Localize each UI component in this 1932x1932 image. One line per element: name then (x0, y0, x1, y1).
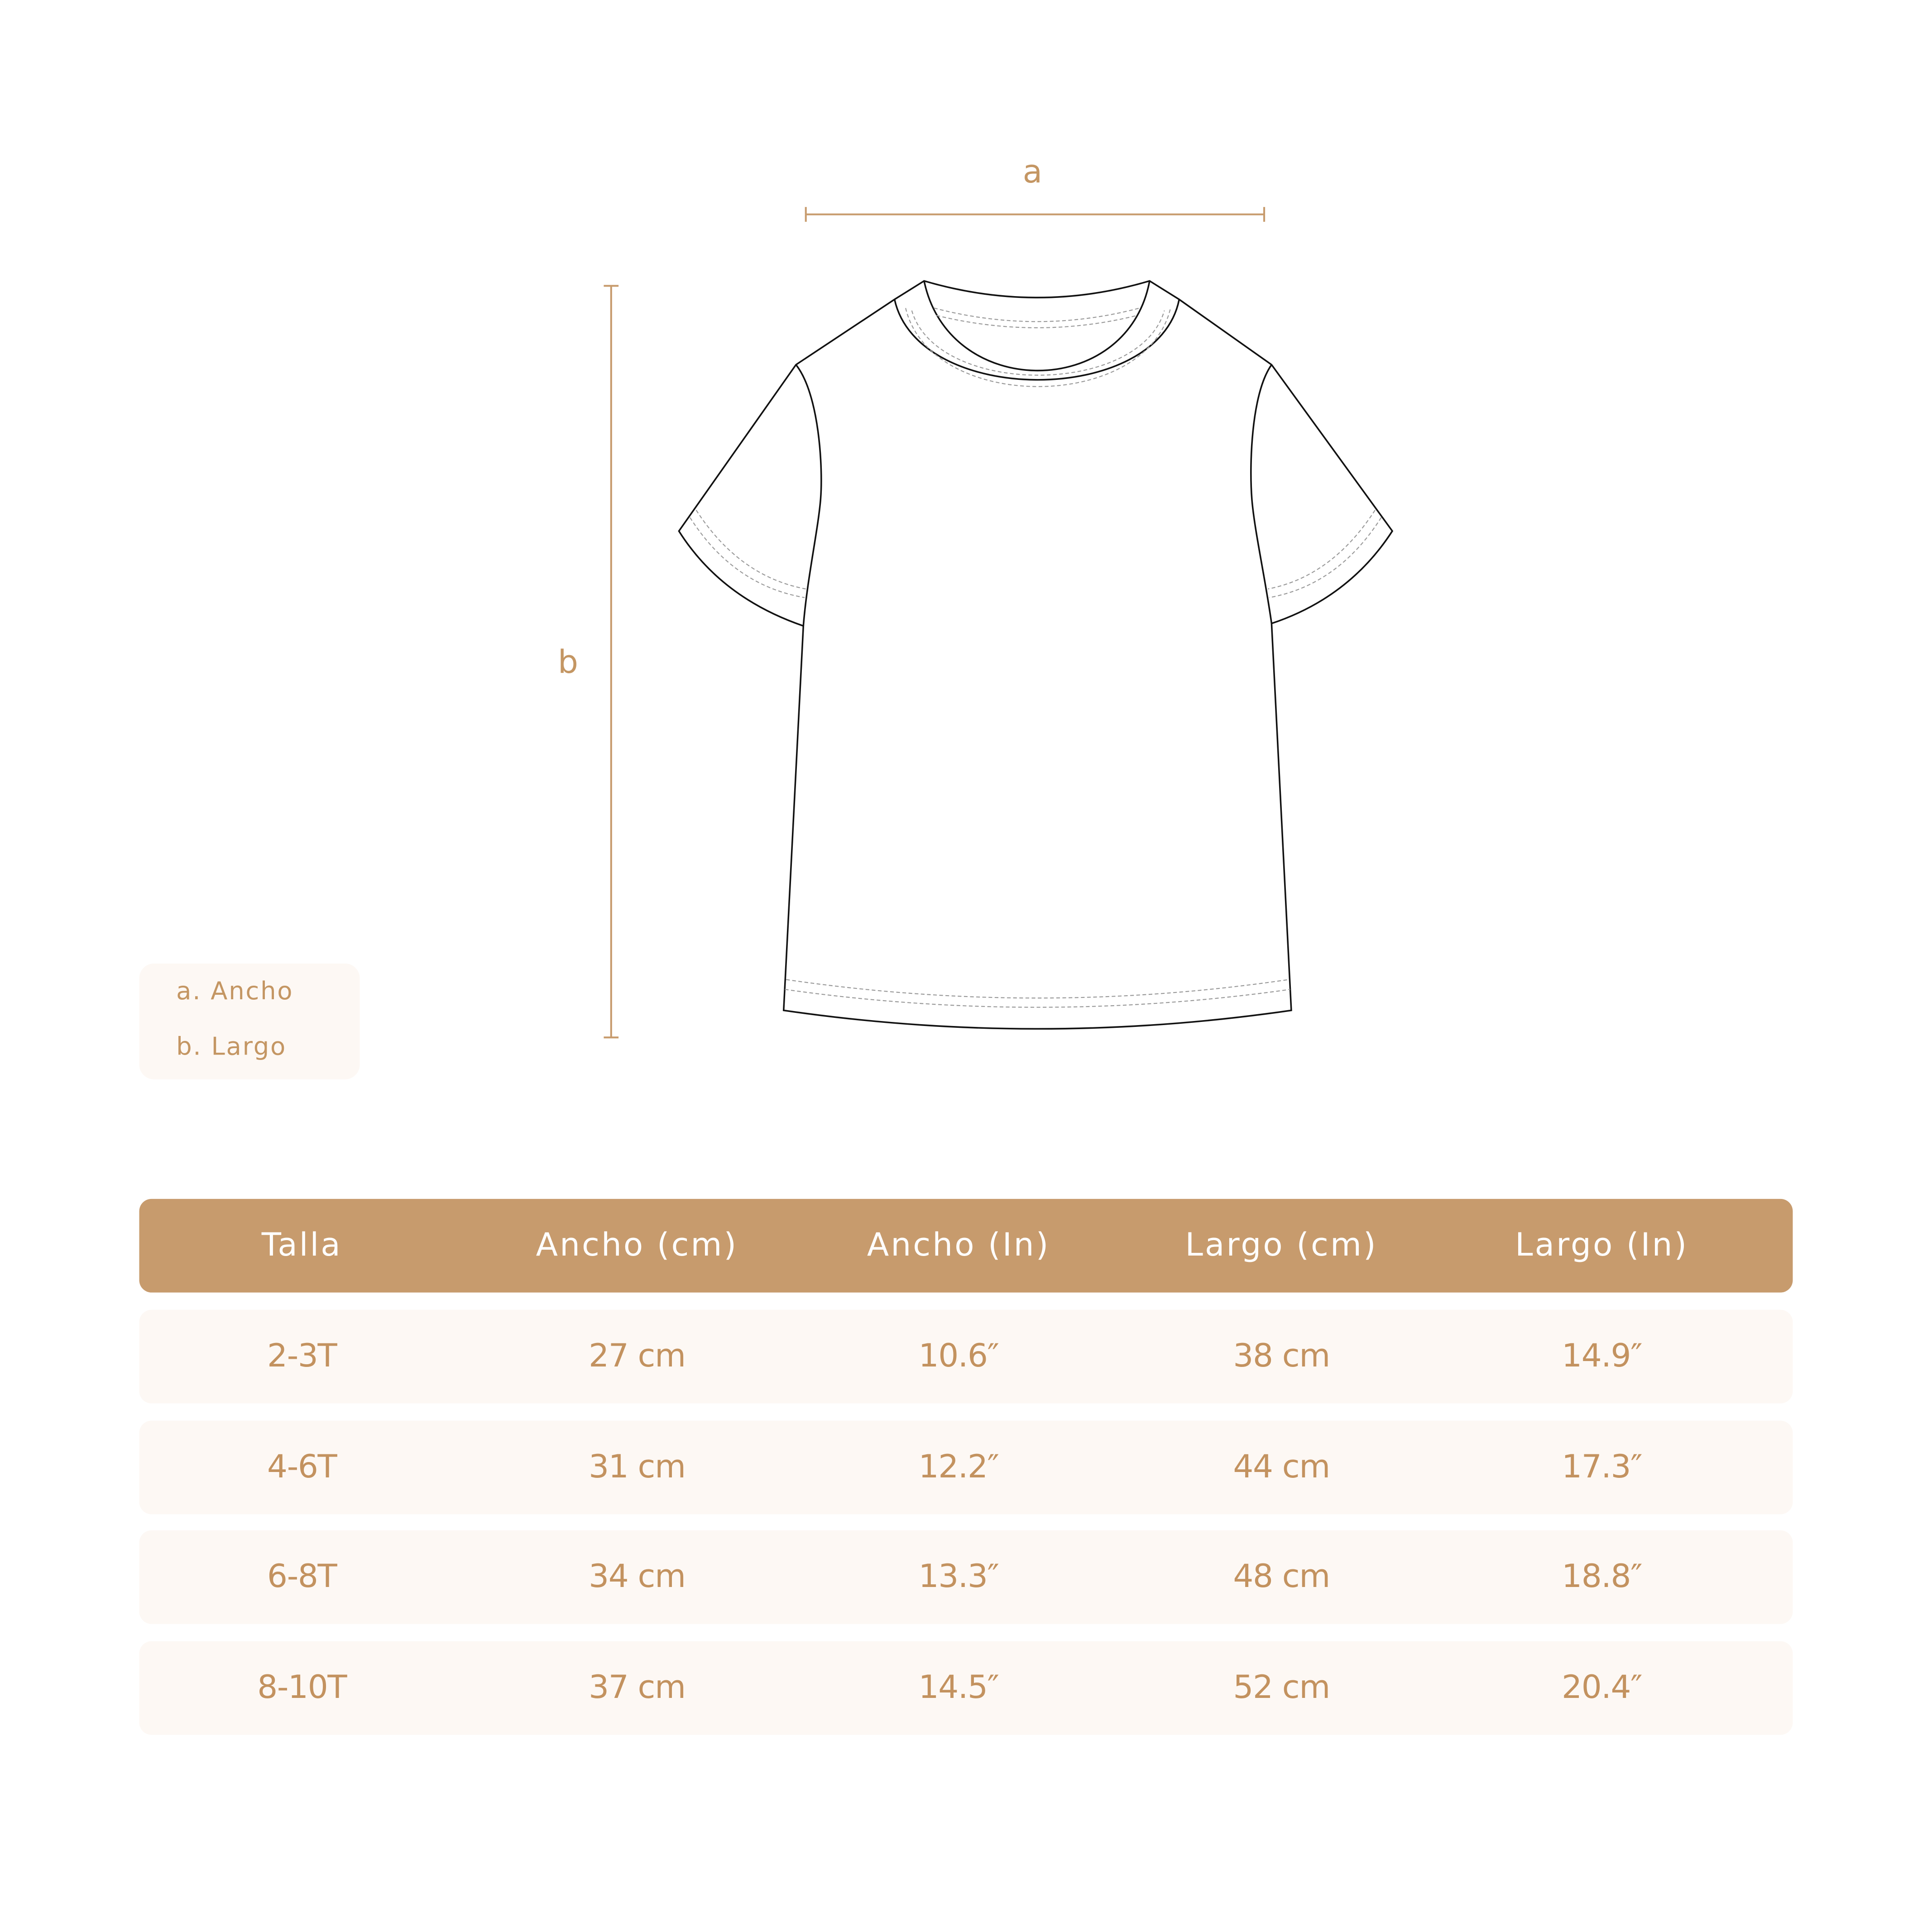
cell-size: 6-8T (267, 1558, 337, 1596)
cell-width-cm: 31 cm (589, 1449, 686, 1486)
table-row: 2-3T 27 cm 10.6″ 38 cm 14.9″ (139, 1309, 1793, 1404)
cell-width-cm: 27 cm (589, 1338, 686, 1375)
cell-length-cm: 48 cm (1233, 1558, 1330, 1596)
table-header: Talla Ancho (cm) Ancho (In) Largo (cm) L… (139, 1199, 1793, 1293)
header-size: Talla (261, 1227, 342, 1265)
cell-length-in: 18.8″ (1562, 1558, 1643, 1596)
table-row: 8-10T 37 cm 14.5″ 52 cm 20.4″ (139, 1641, 1793, 1735)
cell-length-cm: 52 cm (1233, 1669, 1330, 1707)
cell-width-in: 10.6″ (918, 1338, 1000, 1375)
width-marker-label: a (1022, 154, 1043, 191)
table-row: 4-6T 31 cm 12.2″ 44 cm 17.3″ (139, 1420, 1793, 1515)
cell-length-in: 20.4″ (1562, 1669, 1643, 1707)
cell-size: 8-10T (257, 1669, 347, 1707)
cell-width-cm: 34 cm (589, 1558, 686, 1596)
header-width-cm: Ancho (cm) (536, 1227, 738, 1265)
header-length-in: Largo (In) (1515, 1227, 1689, 1265)
length-dimension-line (604, 285, 619, 1039)
cell-width-in: 13.3″ (918, 1558, 1000, 1596)
cell-width-in: 14.5″ (918, 1669, 1000, 1707)
cell-size: 4-6T (267, 1449, 337, 1486)
measurement-legend: a. Ancho b. Largo (139, 964, 360, 1079)
cell-length-cm: 44 cm (1233, 1449, 1330, 1486)
header-length-cm: Largo (cm) (1185, 1227, 1378, 1265)
header-width-in: Ancho (In) (867, 1227, 1050, 1265)
width-dimension-line (805, 207, 1266, 222)
cell-size: 2-3T (267, 1338, 337, 1375)
cell-width-in: 12.2″ (918, 1449, 1000, 1486)
table-row: 6-8T 34 cm 13.3″ 48 cm 18.8″ (139, 1530, 1793, 1624)
length-marker-label: b (558, 644, 578, 681)
legend-item-width: a. Ancho (176, 976, 294, 1006)
tshirt-outline (678, 280, 1394, 1030)
cell-width-cm: 37 cm (589, 1669, 686, 1707)
cell-length-in: 17.3″ (1562, 1449, 1643, 1486)
legend-item-length: b. Largo (176, 1031, 287, 1061)
cell-length-in: 14.9″ (1562, 1338, 1643, 1375)
stitching (690, 307, 1382, 1008)
cell-length-cm: 38 cm (1233, 1338, 1330, 1375)
